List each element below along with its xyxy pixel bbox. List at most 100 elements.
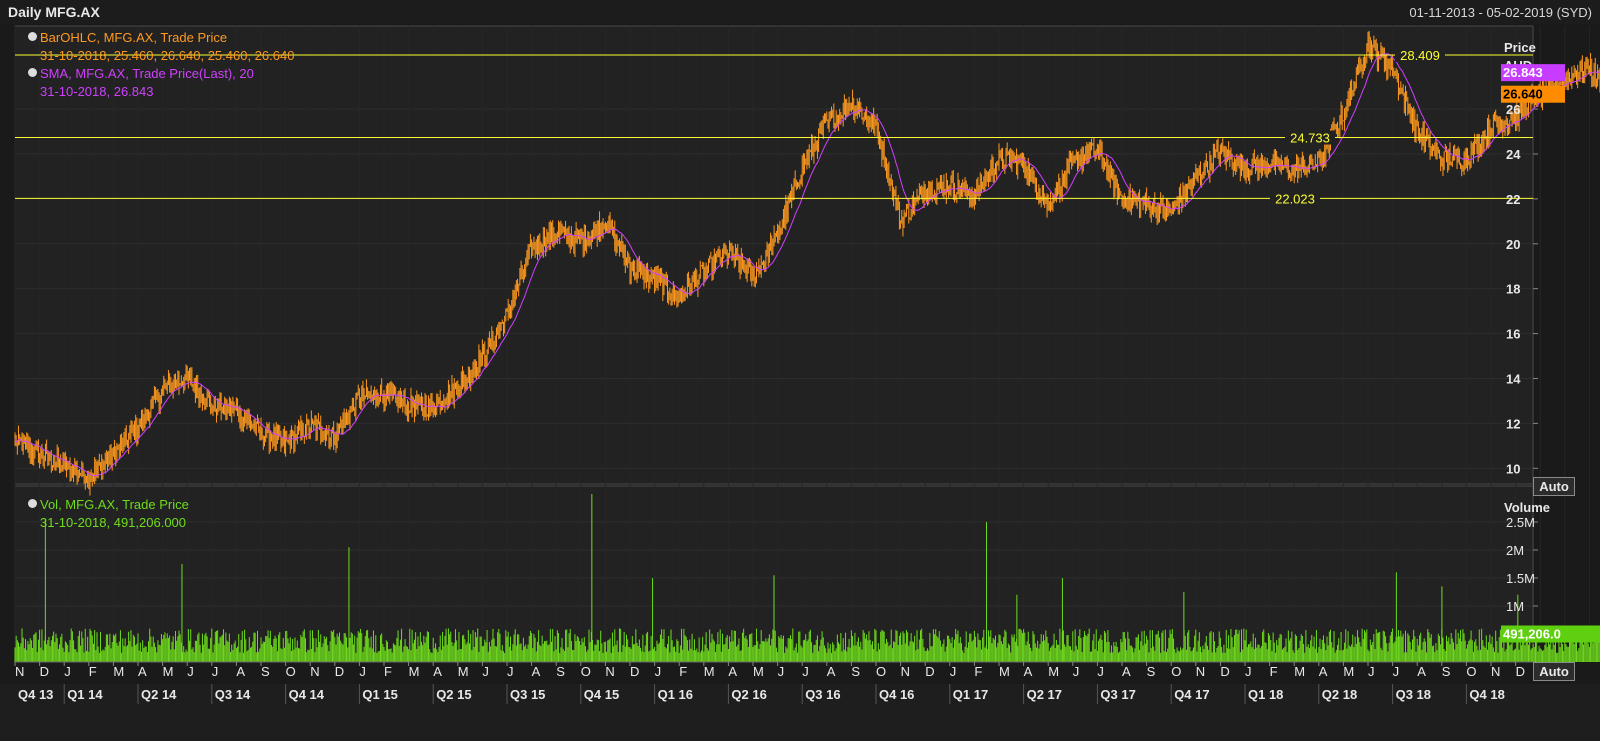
month-label: M <box>163 664 174 679</box>
price-tick-label: 12 <box>1506 416 1520 431</box>
month-label: J <box>802 664 809 679</box>
month-label: A <box>236 664 245 679</box>
month-label: A <box>1122 664 1131 679</box>
month-label: O <box>876 664 886 679</box>
month-label: J <box>778 664 785 679</box>
month-label: A <box>728 664 737 679</box>
volume-tick-label: 2.5M <box>1506 515 1535 530</box>
quarter-label: Q4 17 <box>1174 687 1209 702</box>
price-legend: BarOHLC, MFG.AX, Trade Price 31-10-2018,… <box>28 29 294 101</box>
gridlines <box>14 26 1590 662</box>
price-pane <box>14 25 1534 485</box>
month-label: F <box>384 664 392 679</box>
quarter-label: Q1 18 <box>1248 687 1283 702</box>
legend-toggle-icon[interactable] <box>28 68 37 77</box>
legend-toggle-icon[interactable] <box>28 499 37 508</box>
month-label: F <box>1270 664 1278 679</box>
volume-auto-button[interactable]: Auto <box>1533 662 1575 681</box>
month-label: N <box>310 664 319 679</box>
month-label: N <box>605 664 614 679</box>
sma-last-tag-label: 26.843 <box>1503 65 1543 80</box>
month-label: N <box>1491 664 1500 679</box>
month-label: J <box>359 664 366 679</box>
price-tick-label: 24 <box>1506 147 1521 162</box>
volume-axis-title: Volume <box>1504 500 1550 515</box>
month-label: O <box>286 664 296 679</box>
quarter-label: Q2 16 <box>731 687 766 702</box>
month-label: M <box>113 664 124 679</box>
month-label: J <box>655 664 662 679</box>
month-label: D <box>335 664 344 679</box>
month-label: A <box>1319 664 1328 679</box>
bar-legend-title: BarOHLC, MFG.AX, Trade Price <box>40 30 228 45</box>
month-label: D <box>1220 664 1229 679</box>
month-label: J <box>1368 664 1375 679</box>
chart-canvas[interactable]: 28.40924.73322.023PriceAUD10121416182022… <box>0 24 1600 741</box>
month-label: J <box>1245 664 1252 679</box>
month-label: S <box>556 664 565 679</box>
quarter-label: Q4 15 <box>584 687 619 702</box>
month-label: M <box>1048 664 1059 679</box>
month-label: J <box>950 664 957 679</box>
title-bar: Daily MFG.AX 01-11-2013 - 05-02-2019 (SY… <box>0 0 1600 25</box>
price-tick-label: 14 <box>1506 371 1521 386</box>
vol-legend-values: 31-10-2018, 491,206.000 <box>40 515 187 530</box>
quarter-label: Q3 14 <box>215 687 251 702</box>
quarter-label: Q2 18 <box>1322 687 1357 702</box>
sma-legend-title: SMA, MFG.AX, Trade Price(Last), 20 <box>40 66 254 81</box>
quarter-label: Q3 16 <box>805 687 840 702</box>
price-tick-label: 18 <box>1506 282 1520 297</box>
level-label-bg <box>1395 47 1445 62</box>
price-last-tag <box>1501 85 1565 103</box>
month-label: M <box>1294 664 1305 679</box>
month-label: D <box>925 664 934 679</box>
month-label: M <box>999 664 1010 679</box>
price-axis-title: Price <box>1504 40 1536 55</box>
month-label: M <box>704 664 715 679</box>
volume-legend: Vol, MFG.AX, Trade Price 31-10-2018, 491… <box>28 496 189 532</box>
sma-last-tag <box>1501 64 1565 82</box>
quarter-label: Q3 15 <box>510 687 545 702</box>
price-auto-button[interactable]: Auto <box>1533 477 1575 496</box>
quarter-label: Q1 15 <box>362 687 397 702</box>
quarter-label: Q4 13 <box>18 687 53 702</box>
volume-tick-label: 1M <box>1506 599 1524 614</box>
month-label: F <box>89 664 97 679</box>
level-label-2: 22.023 <box>1275 191 1315 206</box>
quarter-label: Q2 17 <box>1027 687 1062 702</box>
month-label: S <box>851 664 860 679</box>
month-label: A <box>532 664 541 679</box>
month-label: M <box>753 664 764 679</box>
chart-title: Daily MFG.AX <box>8 4 100 20</box>
month-label: D <box>630 664 639 679</box>
month-label: N <box>1196 664 1205 679</box>
date-range: 01-11-2013 - 05-02-2019 (SYD) <box>1409 5 1592 20</box>
month-label: F <box>974 664 982 679</box>
quarter-label: Q1 16 <box>658 687 693 702</box>
month-label: J <box>187 664 194 679</box>
quarter-label: Q1 14 <box>67 687 103 702</box>
month-label: J <box>1393 664 1400 679</box>
month-label: J <box>507 664 514 679</box>
month-label: A <box>1417 664 1426 679</box>
month-label: N <box>901 664 910 679</box>
level-label-0: 28.409 <box>1400 48 1440 63</box>
month-label: J <box>64 664 71 679</box>
month-label: A <box>138 664 147 679</box>
price-tick-label: 16 <box>1506 327 1520 342</box>
volume-last-tag <box>1501 625 1600 643</box>
price-tick-label: 22 <box>1506 192 1520 207</box>
month-label: A <box>827 664 836 679</box>
month-label: M <box>409 664 420 679</box>
month-label: S <box>1147 664 1156 679</box>
month-label: O <box>581 664 591 679</box>
quarter-label: Q2 14 <box>141 687 177 702</box>
price-tick-label: 26 <box>1506 102 1520 117</box>
month-label: O <box>1171 664 1181 679</box>
sma-line <box>14 53 1600 477</box>
vol-legend-title: Vol, MFG.AX, Trade Price <box>40 497 189 512</box>
legend-toggle-icon[interactable] <box>28 32 37 41</box>
month-label: J <box>1097 664 1104 679</box>
sma-legend-values: 31-10-2018, 26.843 <box>40 84 154 99</box>
month-label: M <box>1343 664 1354 679</box>
